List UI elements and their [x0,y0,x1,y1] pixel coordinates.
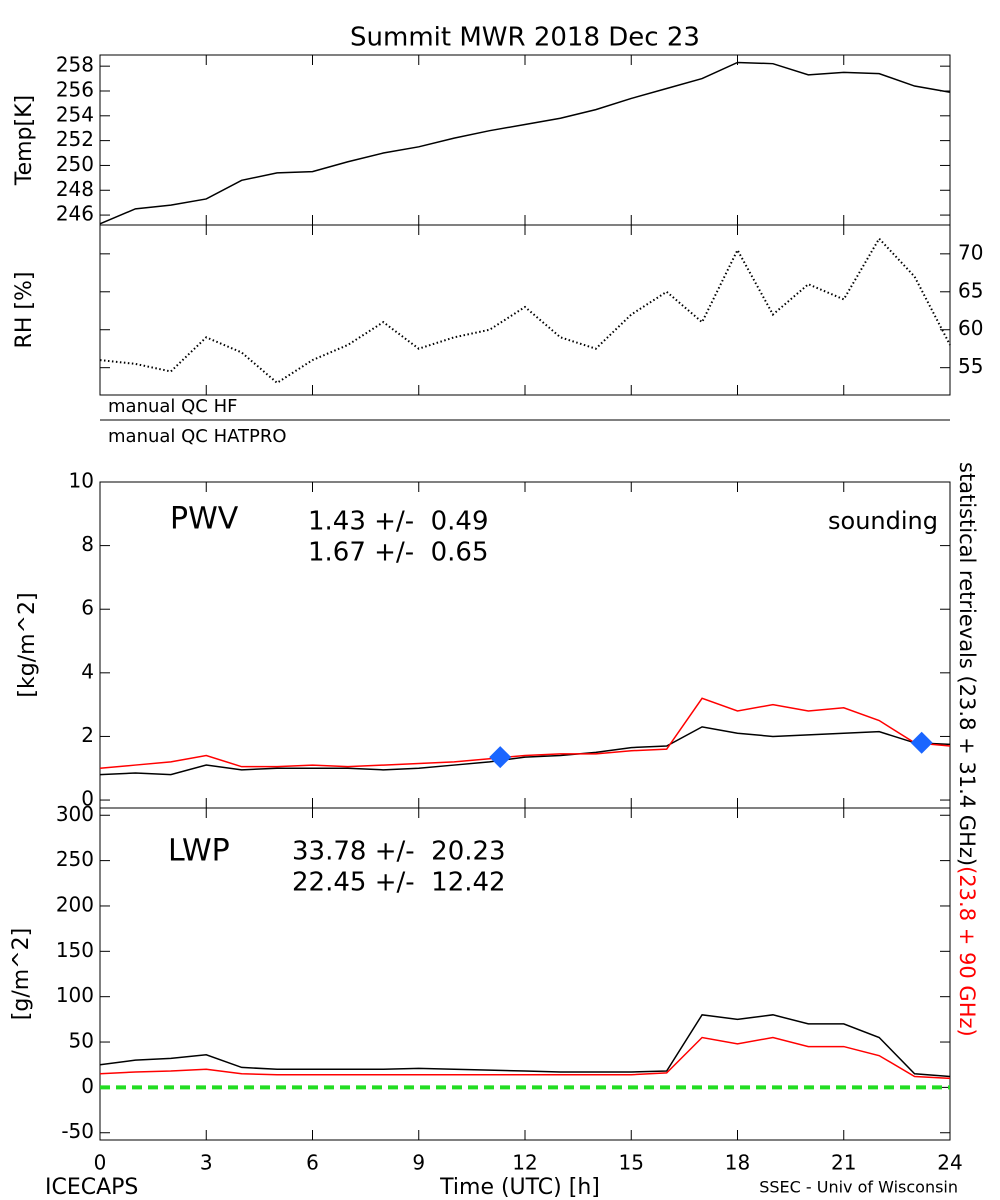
y-tick-label: 50 [69,1029,94,1053]
y-tick-label: 200 [56,892,94,916]
footer-left: ICECAPS [45,1175,138,1200]
side-label-part: statistical retrievals (23.8 + 31.4 GHz) [955,462,979,866]
y-axis-label: [kg/m^2] [15,592,40,697]
y-tick-label: 250 [56,152,94,176]
sounding-marker [910,731,933,754]
qc-label: manual QC HF [108,396,237,417]
y-tick-label: 300 [56,802,94,826]
y-tick-label: 6 [81,596,94,620]
y-tick-label: 0 [81,787,94,811]
data-line [99,1014,951,1078]
data-line [99,726,951,776]
annotation: 1.67 +/- 0.65 [308,538,489,568]
annotation: 1.43 +/- 0.49 [308,507,489,537]
y-tick-label: 246 [56,202,94,226]
y-tick-label: 65 [958,278,983,302]
y-tick-label: 248 [56,177,94,201]
data-line [99,236,951,385]
qc-label: manual QC HATPRO [108,426,287,447]
y-tick-label: 10 [69,469,94,493]
y-tick-label: 70 [958,240,983,264]
footer-right: SSEC - Univ of Wisconsin [759,1178,958,1197]
annotation: 33.78 +/- 20.23 [292,837,506,867]
x-tick-label: 9 [412,1151,425,1175]
annotation: PWV [170,502,239,537]
x-tick-label: 3 [200,1151,213,1175]
y-axis-label: RH [%] [12,272,37,349]
x-tick-label: 15 [619,1151,644,1175]
side-label: statistical retrievals (23.8 + 31.4 GHz)… [955,462,979,1037]
y-tick-label: 250 [56,847,94,871]
y-tick-label: 150 [56,938,94,962]
y-tick-label: 8 [81,532,94,556]
x-tick-label: 18 [725,1151,750,1175]
y-tick-label: 0 [81,1074,94,1098]
data-line [99,1036,951,1080]
data-line [99,697,951,769]
annotation: 22.45 +/- 12.42 [292,868,506,898]
y-tick-label: 100 [56,983,94,1007]
y-tick-label: -50 [61,1119,94,1143]
x-tick-label: 21 [831,1151,856,1175]
y-tick-label: 4 [81,659,94,683]
y-tick-label: 60 [958,316,983,340]
chart-title: Summit MWR 2018 Dec 23 [350,23,700,53]
plot-frame [99,224,951,396]
data-line [99,61,951,225]
y-tick-label: 254 [56,102,94,126]
side-label-part: (23.8 + 90 GHz) [955,866,979,1037]
x-axis-label: Time (UTC) [h] [439,1175,600,1200]
x-tick-label: 12 [512,1151,537,1175]
sounding-marker [489,746,512,769]
y-tick-label: 258 [56,53,94,77]
x-tick-label: 6 [306,1151,319,1175]
y-axis-label: [g/m^2] [9,928,34,1020]
y-tick-label: 256 [56,77,94,101]
legend-label: sounding [828,507,938,535]
y-tick-label: 55 [958,354,983,378]
y-tick-label: 2 [81,723,94,747]
x-tick-label: 0 [94,1151,107,1175]
plot-frame [99,54,951,226]
y-tick-label: 252 [56,127,94,151]
x-tick-label: 24 [937,1151,962,1175]
annotation: LWP [168,834,230,869]
y-axis-label: Temp[K] [12,95,37,186]
